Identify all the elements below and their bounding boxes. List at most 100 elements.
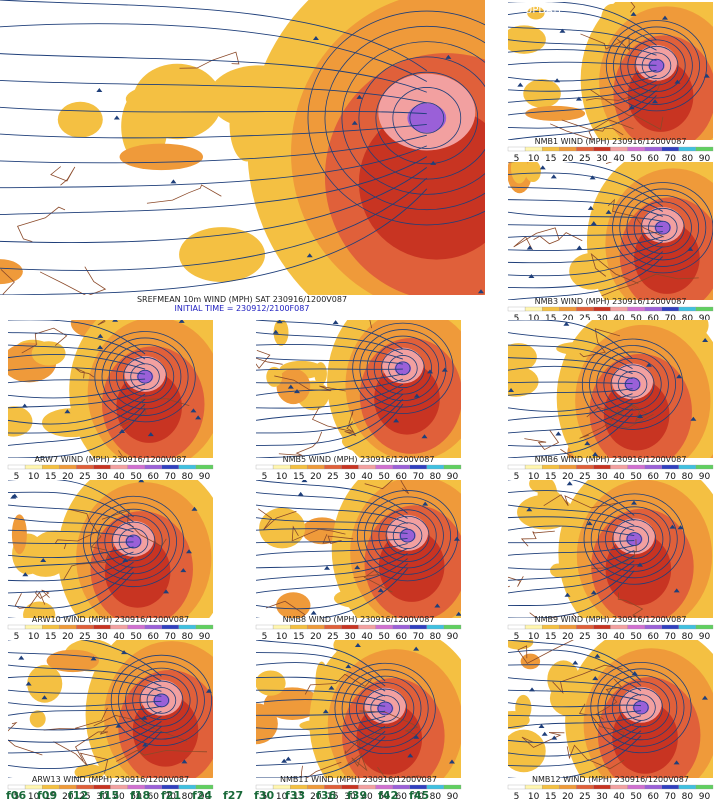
streamline [358,56,485,180]
color-bar-segment [678,146,697,152]
streamline [94,331,196,423]
streamline [256,528,408,534]
border [601,273,699,297]
forecast-link[interactable]: f12 [68,789,88,800]
color-bar-segment [678,784,697,790]
streamline [348,675,422,742]
forecast-link[interactable]: f33 [285,789,305,800]
streamline [633,700,649,715]
streamline [118,528,149,555]
scale-label: 15 [293,472,304,482]
forecast-link[interactable]: f42 [378,789,398,800]
color-bar-segment [661,146,679,152]
streamline [110,654,213,747]
panel-map [508,480,713,618]
streamline [508,403,633,434]
streamline [8,561,134,594]
wind-arrow [526,507,533,512]
wind-arrow [550,174,557,179]
scale-label: 25 [79,792,90,800]
update-link[interactable]: UPDATE [525,5,564,16]
wind-shade [648,58,665,73]
streamline [392,522,423,549]
border [39,266,107,295]
scale-label: 70 [165,792,177,800]
streamline [508,640,642,681]
panel-label: NMB5 WIND (MPH) 230916/1200V087 [283,455,435,464]
scale-label: 30 [344,632,356,642]
forecast-link[interactable]: f09 [37,789,57,800]
border [97,320,106,326]
forecast-link[interactable]: f21 [161,789,181,800]
panel-map [508,2,713,140]
wind-shade [301,517,343,545]
streamline [508,90,657,129]
wind-arrow [554,78,561,83]
color-bar-segment [324,624,342,630]
streamline [256,548,408,569]
wind-shade [276,368,311,405]
border [364,480,409,494]
streamline [363,688,408,729]
wind-shade [517,494,574,530]
wind-shade [104,535,171,608]
border [179,51,240,69]
forecast-link[interactable]: f36 [316,789,336,800]
forecast-link[interactable]: f45 [409,789,429,800]
scale-label: 70 [413,632,425,642]
forecast-link[interactable]: f06 [6,789,26,800]
wind-arrow [703,73,710,78]
panel-map [508,320,713,458]
color-bar-segment [290,464,308,470]
streamline [380,348,425,389]
border [561,119,624,136]
map-layer [8,640,213,778]
scale-label: 5 [514,792,520,800]
panel-map [8,640,213,778]
streamline [508,545,635,556]
border [8,721,43,756]
wind-arrow [541,731,548,736]
scale-label: 20 [310,632,322,642]
streamline [596,351,669,417]
forecast-link[interactable]: f30 [254,789,274,800]
scale-label: 90 [447,792,459,800]
wind-shade [523,79,561,108]
streamline [256,652,386,687]
border [300,761,342,778]
color-bar-segment [593,306,611,312]
wind-arrow [115,723,122,728]
border [304,673,372,695]
streamline [153,693,169,708]
streamline [0,23,428,82]
color-bar-segment [695,624,714,630]
map-layer [508,640,713,778]
color-bar-segment [559,306,577,312]
wind-shade [624,377,641,392]
streamline [508,186,664,212]
scale-label: 90 [447,472,459,482]
wind-shade [263,687,321,720]
wind-arrow [590,221,597,226]
forecast-link[interactable]: f18 [130,789,150,800]
streamline [256,699,386,707]
scale-label: 5 [14,632,20,642]
color-bar-segment [524,624,543,630]
streamline [8,556,134,582]
streamline [256,725,386,754]
forecast-link[interactable]: f39 [347,789,367,800]
wind-arrow [564,592,571,597]
color-bar-segment [644,784,662,790]
forecast-link[interactable]: f15 [99,789,119,800]
wind-arrow [41,695,48,700]
wind-shade [136,369,154,384]
forecast-link[interactable]: f24 [192,789,212,800]
wind-arrow [322,709,329,714]
wind-arrow [306,253,313,258]
main-map [0,0,485,295]
streamline [648,214,678,241]
streamline [256,563,408,610]
streamline [508,550,635,570]
forecast-link[interactable]: f27 [223,789,243,800]
